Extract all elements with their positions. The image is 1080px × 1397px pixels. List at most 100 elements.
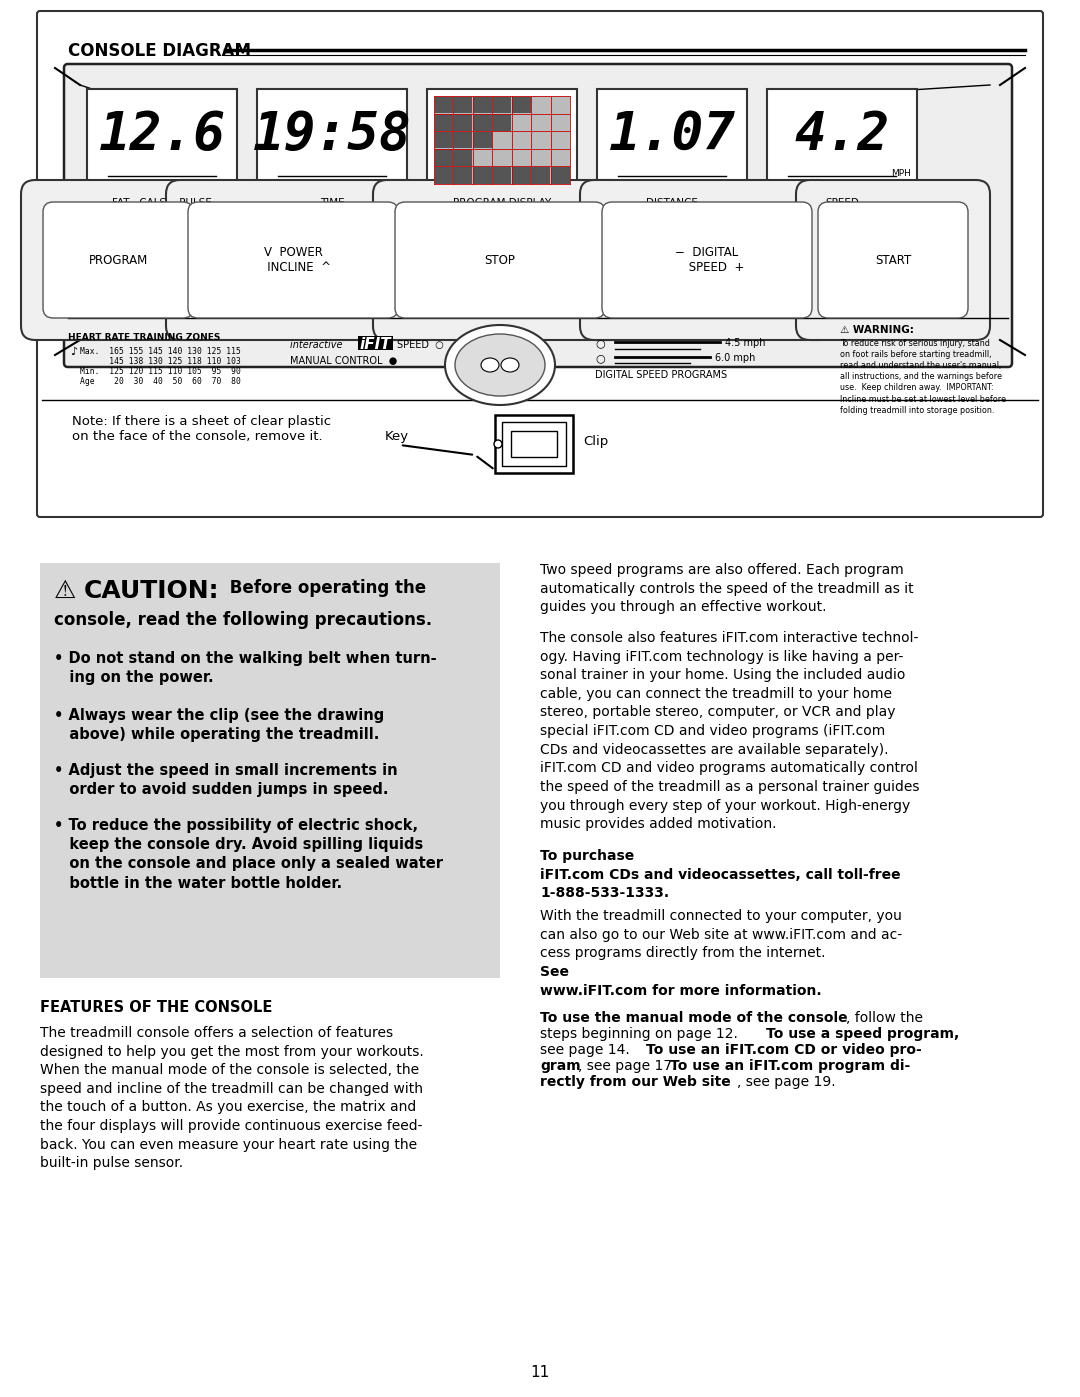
Text: ⚠ WARNING:: ⚠ WARNING:: [840, 326, 914, 335]
Text: 6.0 mph: 6.0 mph: [715, 353, 755, 363]
Text: Before operating the: Before operating the: [224, 578, 427, 597]
Bar: [473, 166, 491, 183]
Text: SPEED: SPEED: [825, 198, 859, 208]
Bar: [473, 96, 491, 113]
FancyBboxPatch shape: [580, 180, 834, 339]
Bar: [454, 96, 472, 113]
Text: iFIT: iFIT: [360, 337, 392, 352]
Text: Age    20  30  40  50  60  70  80: Age 20 30 40 50 60 70 80: [80, 377, 241, 386]
Text: gram: gram: [540, 1059, 581, 1073]
Text: With the treadmill connected to your computer, you
can also go to our Web site a: With the treadmill connected to your com…: [540, 909, 902, 960]
Bar: [40, 563, 500, 978]
FancyBboxPatch shape: [818, 203, 968, 319]
Text: START: START: [875, 253, 912, 267]
Bar: [357, 337, 393, 351]
FancyBboxPatch shape: [767, 89, 917, 191]
FancyBboxPatch shape: [64, 64, 1012, 367]
Bar: [551, 166, 569, 183]
Text: FAT   CALS.   PULSE: FAT CALS. PULSE: [112, 198, 212, 208]
Ellipse shape: [501, 358, 519, 372]
Text: The treadmill console offers a selection of features
designed to help you get th: The treadmill console offers a selection…: [40, 1025, 423, 1171]
Text: CONSOLE DIAGRAM: CONSOLE DIAGRAM: [68, 42, 251, 60]
Text: To use the manual mode of the console: To use the manual mode of the console: [540, 1011, 848, 1025]
Text: Min.  125 120 115 110 105  95  90: Min. 125 120 115 110 105 95 90: [80, 367, 241, 376]
Ellipse shape: [481, 358, 499, 372]
Text: To use a speed program,: To use a speed program,: [766, 1027, 959, 1041]
FancyBboxPatch shape: [21, 180, 215, 339]
Text: PROGRAM: PROGRAM: [89, 253, 148, 267]
FancyBboxPatch shape: [597, 89, 747, 191]
Text: V  POWER
   INCLINE  ^: V POWER INCLINE ^: [256, 246, 330, 274]
Text: 4.5 mph: 4.5 mph: [725, 338, 766, 348]
Text: Key: Key: [384, 430, 409, 443]
Text: HEART RATE TRAINING ZONES: HEART RATE TRAINING ZONES: [68, 332, 220, 342]
Bar: [434, 166, 453, 183]
Text: Note: If there is a sheet of clear plastic
on the face of the console, remove it: Note: If there is a sheet of clear plast…: [72, 415, 332, 443]
FancyBboxPatch shape: [395, 203, 605, 319]
Text: 12.6: 12.6: [98, 109, 226, 161]
Text: CAUTION:: CAUTION:: [84, 578, 219, 604]
Text: 1.07: 1.07: [608, 109, 735, 161]
FancyBboxPatch shape: [166, 180, 420, 339]
FancyBboxPatch shape: [602, 203, 812, 319]
Bar: [434, 96, 453, 113]
Text: FEATURES OF THE CONSOLE: FEATURES OF THE CONSOLE: [40, 1000, 272, 1016]
Ellipse shape: [445, 326, 555, 405]
Text: PROGRAM DISPLAY: PROGRAM DISPLAY: [453, 198, 551, 208]
Text: 145 138 130 125 118 110 103: 145 138 130 125 118 110 103: [80, 358, 241, 366]
Text: , see page 17.: , see page 17.: [578, 1059, 680, 1073]
FancyBboxPatch shape: [427, 89, 577, 191]
Bar: [434, 131, 453, 148]
Text: See
www.iFIT.com for more information.: See www.iFIT.com for more information.: [540, 965, 822, 997]
Text: MANUAL CONTROL  ●: MANUAL CONTROL ●: [291, 356, 397, 366]
Text: , see page 19.: , see page 19.: [737, 1076, 836, 1090]
Bar: [512, 96, 530, 113]
Bar: [473, 115, 491, 131]
Text: interactive: interactive: [291, 339, 349, 351]
Bar: [454, 131, 472, 148]
Text: TIME: TIME: [320, 198, 345, 208]
Bar: [434, 96, 570, 184]
FancyBboxPatch shape: [373, 180, 627, 339]
Bar: [454, 149, 472, 166]
Bar: [512, 166, 530, 183]
Text: DIGITAL SPEED PROGRAMS: DIGITAL SPEED PROGRAMS: [595, 370, 727, 380]
Text: To reduce risk of serious injury, stand
on foot rails before starting treadmill,: To reduce risk of serious injury, stand …: [840, 339, 1005, 415]
Text: SPEED  ○: SPEED ○: [397, 339, 444, 351]
Text: iFIT: iFIT: [360, 337, 392, 352]
Text: To use an iFIT.com program di-: To use an iFIT.com program di-: [670, 1059, 910, 1073]
Text: • To reduce the possibility of electric shock,
   keep the console dry. Avoid sp: • To reduce the possibility of electric …: [54, 819, 443, 891]
Text: 11: 11: [530, 1365, 550, 1380]
Text: • Always wear the clip (see the drawing
   above) while operating the treadmill.: • Always wear the clip (see the drawing …: [54, 708, 384, 742]
Bar: [511, 432, 557, 457]
Bar: [434, 149, 453, 166]
Text: 4.2: 4.2: [795, 109, 890, 161]
FancyBboxPatch shape: [87, 89, 237, 191]
Text: steps beginning on page 12.: steps beginning on page 12.: [540, 1027, 742, 1041]
Text: DISTANCE: DISTANCE: [646, 198, 698, 208]
Text: , follow the: , follow the: [846, 1011, 923, 1025]
Text: ⚠: ⚠: [54, 578, 77, 604]
Text: 19:58: 19:58: [253, 109, 411, 161]
Bar: [531, 166, 550, 183]
Text: rectly from our Web site: rectly from our Web site: [540, 1076, 731, 1090]
Bar: [495, 415, 573, 474]
Text: ○: ○: [595, 338, 605, 348]
Text: To purchase
iFIT.com CDs and videocassettes, call toll-free
1-888-533-1333.: To purchase iFIT.com CDs and videocasset…: [540, 849, 901, 900]
Text: Two speed programs are also offered. Each program
automatically controls the spe: Two speed programs are also offered. Eac…: [540, 563, 914, 615]
Text: ○: ○: [595, 353, 605, 363]
FancyBboxPatch shape: [257, 89, 407, 191]
Bar: [492, 96, 511, 113]
FancyBboxPatch shape: [796, 180, 990, 339]
Bar: [434, 115, 453, 131]
Text: ♪: ♪: [70, 346, 77, 358]
Bar: [473, 131, 491, 148]
Text: MPH: MPH: [891, 169, 912, 177]
Ellipse shape: [494, 440, 502, 448]
Text: The console also features iFIT.com interactive technol-
ogy. Having iFIT.com tec: The console also features iFIT.com inter…: [540, 631, 919, 831]
Bar: [492, 166, 511, 183]
FancyBboxPatch shape: [188, 203, 399, 319]
Text: STOP: STOP: [485, 253, 515, 267]
Text: Max.  165 155 145 140 130 125 115: Max. 165 155 145 140 130 125 115: [80, 346, 241, 356]
Text: • Adjust the speed in small increments in
   order to avoid sudden jumps in spee: • Adjust the speed in small increments i…: [54, 763, 397, 798]
